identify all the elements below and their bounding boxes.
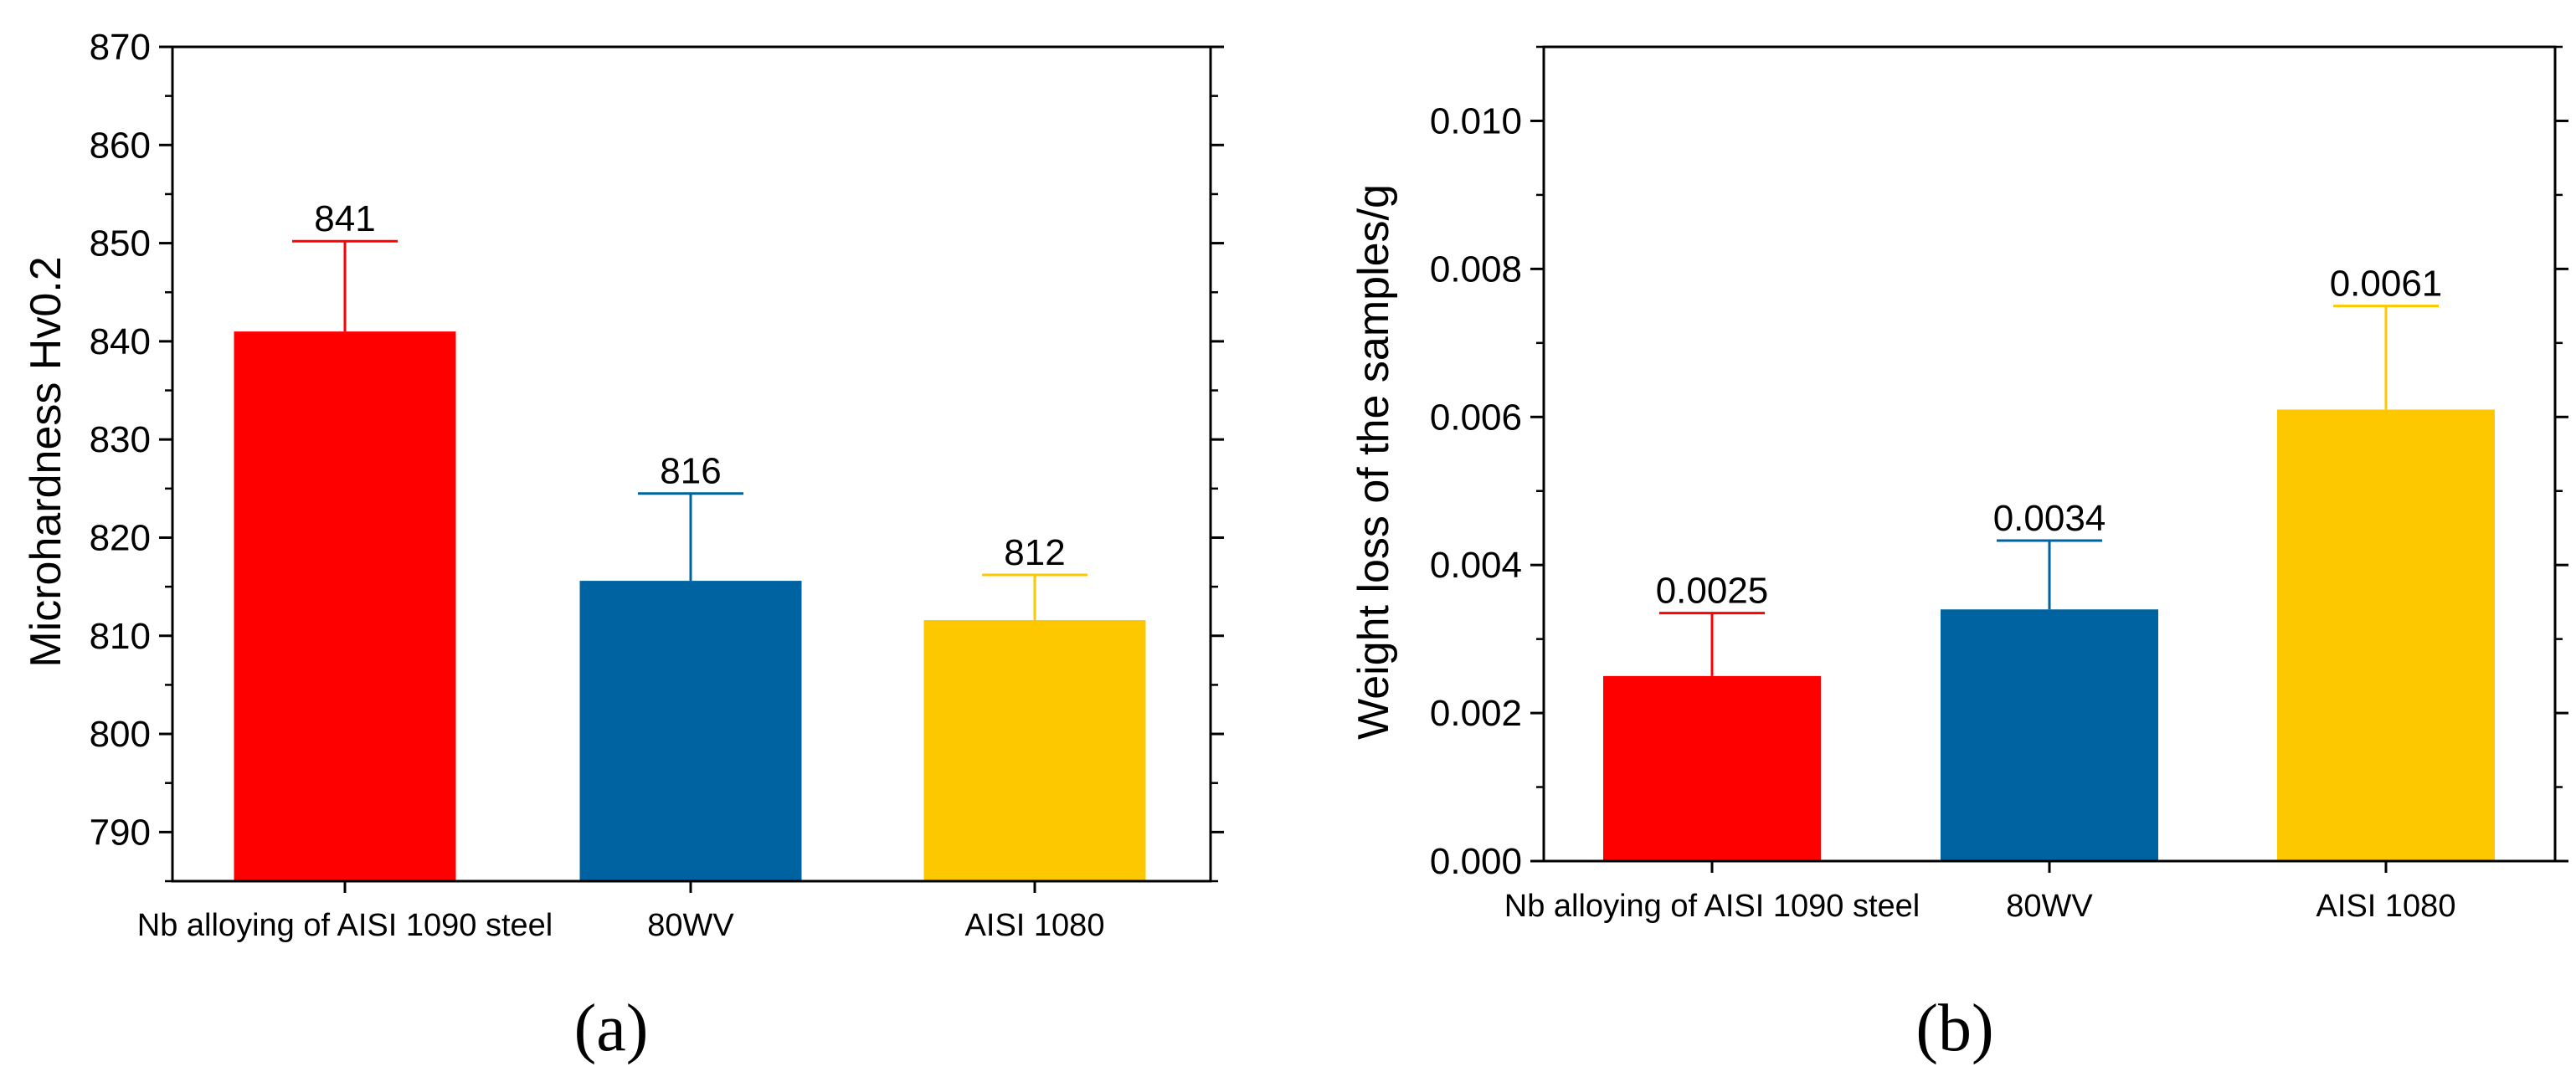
plot-frame-b: [1542, 45, 2557, 863]
y-tick-label-b-5: 0.010: [1430, 100, 1522, 141]
y-tick-label-a-3: 820: [90, 517, 151, 558]
bar-b-1: [1941, 609, 2158, 861]
y-tick-label-b-4: 0.008: [1430, 249, 1522, 290]
y-tick-label-a-5: 840: [90, 321, 151, 362]
y-tick-label-a-6: 850: [90, 223, 151, 264]
y-tick-label-a-0: 790: [90, 812, 151, 853]
chart-panel-b: 0.0025 Nb alloying of AISI 1090 steel 0.00…: [1350, 45, 2568, 1065]
plot-area-a: 841 Nb alloying of AISI 1090 steel 816 80WV…: [90, 27, 1224, 943]
bar-a-0: [234, 331, 456, 881]
bar-a-1: [579, 581, 802, 881]
chart-panel-a: 841 Nb alloying of AISI 1090 steel 816 80WV…: [22, 27, 1224, 1065]
y-tick-label-a-2: 810: [90, 616, 151, 657]
bar-b-0: [1603, 675, 1821, 861]
value-label-b-0: 0.0025: [1656, 571, 1769, 612]
value-label-b-1: 0.0034: [1993, 498, 2106, 539]
panel-label-b: (b): [1915, 992, 1993, 1065]
y-tick-label-b-0: 0.000: [1430, 841, 1522, 882]
y-tick-label-a-8: 870: [90, 27, 151, 68]
y-axis-label-a: Microhardness Hv0.2: [22, 256, 70, 667]
bar-a-2: [923, 619, 1146, 881]
bar-b-2: [2277, 409, 2495, 862]
value-label-a-2: 812: [1004, 532, 1065, 573]
plot-area-b: 0.0025 Nb alloying of AISI 1090 steel 0.00…: [1430, 45, 2568, 924]
value-label-b-2: 0.0061: [2330, 264, 2443, 305]
y-tick-label-a-7: 860: [90, 125, 151, 166]
plot-frame-a: [171, 45, 1212, 883]
category-label-a-0: Nb alloying of AISI 1090 steel: [137, 908, 553, 943]
y-tick-label-b-1: 0.002: [1430, 693, 1522, 734]
category-label-b-1: 80WV: [2006, 889, 2093, 924]
category-label-a-1: 80WV: [647, 908, 734, 943]
category-label-b-2: AISI 1080: [2316, 889, 2456, 924]
y-tick-label-a-1: 800: [90, 714, 151, 755]
panel-label-a: (a): [574, 992, 649, 1065]
y-tick-label-a-4: 830: [90, 419, 151, 460]
category-label-a-2: AISI 1080: [965, 908, 1105, 943]
y-tick-label-b-3: 0.006: [1430, 397, 1522, 438]
y-axis-label-b: Weight loss of the samples/g: [1350, 184, 1398, 740]
category-label-b-0: Nb alloying of AISI 1090 steel: [1504, 889, 1920, 924]
value-label-a-1: 816: [660, 451, 721, 492]
y-tick-label-b-2: 0.004: [1430, 545, 1522, 586]
value-label-a-0: 841: [314, 198, 375, 239]
